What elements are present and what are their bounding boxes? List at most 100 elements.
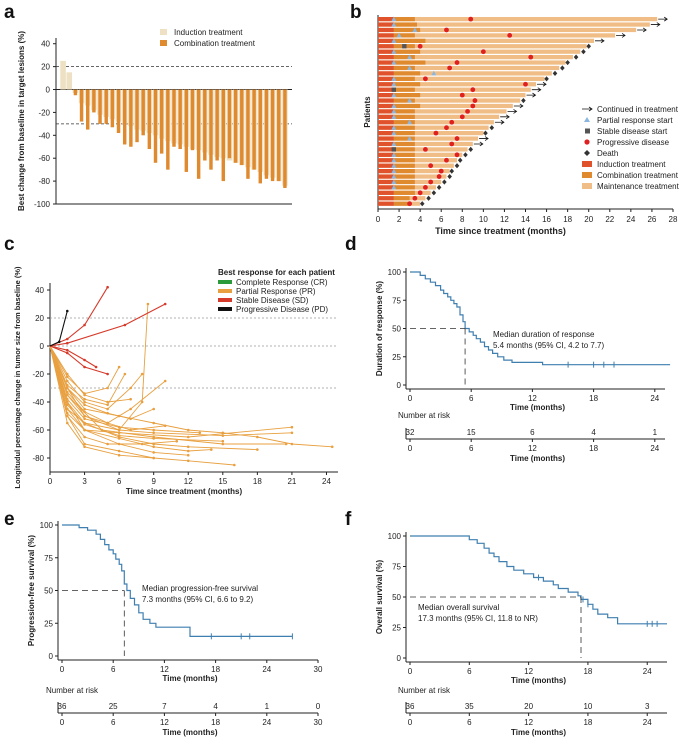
panel-label-d: d (345, 234, 357, 255)
progressive-disease-marker (459, 114, 465, 120)
median-annotation-value: 17.3 months (95% CI, 11.8 to NR) (418, 614, 538, 623)
patient-point (65, 309, 69, 313)
combination-bar (393, 179, 415, 185)
patient-point (209, 448, 213, 451)
induction-bar (378, 38, 394, 43)
y-tick-label: -40 (32, 398, 44, 407)
legend-label: Induction treatment (597, 160, 666, 169)
patient-line (49, 345, 97, 368)
progressive-disease-marker (523, 81, 528, 87)
induction-bar (378, 65, 394, 71)
patient-point (106, 421, 109, 425)
combination-bar (393, 27, 421, 33)
x-tick-label: 4 (418, 215, 423, 224)
death-marker (489, 125, 495, 131)
x-tick-label: 14 (521, 215, 530, 224)
y-tick-label: 0 (397, 381, 402, 390)
y-tick-label: 50 (392, 325, 401, 334)
combination-bar (172, 89, 176, 147)
patient-point (186, 459, 190, 463)
maintenance-bar (378, 136, 479, 141)
legend-swatch (218, 307, 232, 311)
progressive-disease-marker (436, 174, 442, 179)
partial-response-marker (391, 16, 397, 22)
risk-table-title: Number at risk (46, 686, 99, 695)
patient-point (106, 411, 109, 415)
y-tick-label: -20 (38, 108, 50, 117)
combination-bar (393, 49, 421, 54)
y-tick-label: -40 (38, 131, 50, 140)
progressive-disease-marker (470, 87, 476, 93)
x-tick-label: 18 (583, 667, 592, 676)
combination-bar (393, 190, 415, 195)
x-tick-label: 18 (211, 665, 220, 674)
patient-point (65, 397, 69, 401)
progressive-disease-marker (470, 103, 476, 109)
combination-bar (147, 89, 152, 150)
progressive-disease-marker (454, 60, 460, 65)
combination-bar (110, 89, 115, 128)
panel-c-spider-chart: 40 20 0 -20 -40 -60 -80 0 3 6 9 12 15 18 21 24 Time sinc… (13, 266, 338, 496)
combination-bar (393, 147, 415, 152)
median-annotation-value: 7.3 months (95% CI, 6.6 to 9.2) (142, 595, 254, 604)
induction-bar (378, 22, 394, 27)
combination-bar (393, 114, 415, 119)
survival-curve (410, 535, 667, 625)
induction-bar (378, 158, 394, 163)
maintenance-bar (378, 60, 566, 65)
combination-bar (393, 82, 421, 87)
combination-bar (79, 89, 84, 122)
panel-label-a: a (4, 2, 15, 23)
patient-point (65, 351, 69, 355)
legend-swatch-combination (582, 172, 592, 178)
patient-point (106, 400, 109, 404)
x-tick-label: 3 (82, 477, 87, 486)
y-tick-label: 50 (392, 593, 401, 602)
patient-point (83, 407, 86, 411)
continued-arrow (637, 27, 647, 33)
combination-bar (393, 169, 415, 174)
patient-point (140, 372, 144, 376)
x-tick-label: 6 (439, 215, 444, 224)
risk-count: 6 (530, 428, 535, 437)
patient-point (83, 414, 86, 418)
induction-bar (378, 136, 394, 141)
patient-point (129, 428, 132, 432)
y-tick-label: 75 (44, 554, 53, 563)
risk-x-axis-label: Time (months) (511, 728, 566, 737)
continued-arrow (494, 119, 505, 125)
induction-bar (378, 125, 394, 130)
combination-bar (277, 89, 281, 182)
combination-bar (209, 89, 213, 170)
x-tick-label: 0 (48, 477, 53, 486)
combination-bar (221, 89, 226, 182)
x-tick-label: 16 (542, 215, 551, 224)
patient-line (49, 345, 108, 375)
x-tick-label: 15 (218, 477, 227, 486)
risk-count: 3 (645, 702, 650, 711)
continued-arrow (479, 136, 489, 141)
combination-bar (258, 89, 262, 184)
legend-title: Best response for each patient (218, 268, 335, 277)
patient-point (83, 442, 86, 446)
patient-point (152, 407, 155, 411)
risk-count: 7 (162, 702, 167, 711)
maintenance-bar (378, 93, 526, 98)
partial-response-marker (391, 157, 397, 163)
x-tick-label: 21 (287, 477, 296, 486)
partial-response-marker (391, 103, 397, 108)
continued-arrow (531, 87, 542, 93)
y-tick-label: -20 (32, 370, 44, 379)
progressive-disease-marker (444, 157, 449, 163)
risk-x-tick-label: 12 (528, 444, 537, 453)
median-annotation-title: Median overall survival (418, 603, 500, 612)
combination-bar (393, 120, 415, 125)
x-tick-label: 6 (467, 667, 472, 676)
partial-response-marker (391, 92, 397, 98)
maintenance-bar (378, 158, 458, 163)
patient-point (106, 372, 109, 376)
partial-response-marker (391, 108, 397, 114)
continued-arrow (507, 109, 518, 114)
patient-point (152, 451, 155, 454)
